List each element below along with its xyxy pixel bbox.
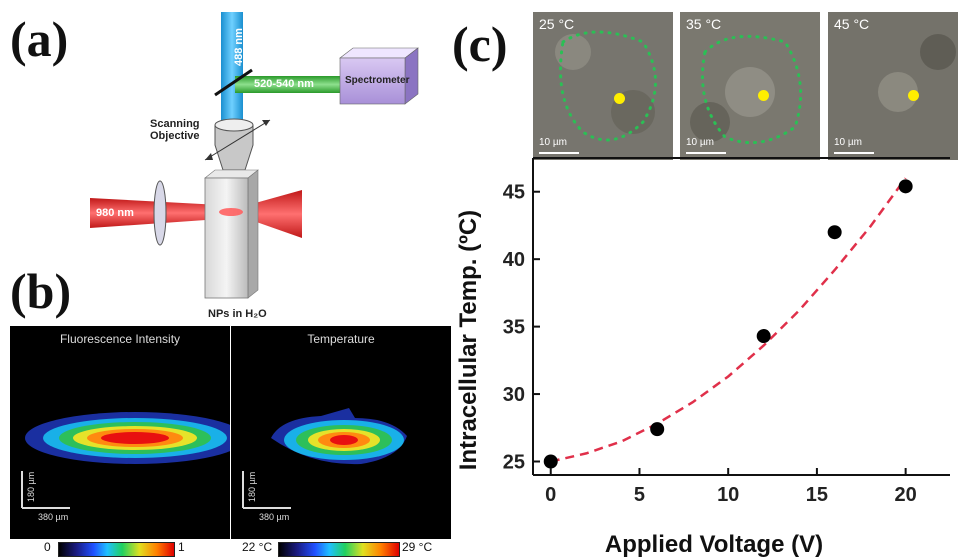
micrograph-25: 25 °C 10 µm xyxy=(533,12,673,160)
micrograph-scale-45: 10 µm xyxy=(834,137,862,148)
data-point xyxy=(898,179,913,194)
fit-curve xyxy=(550,177,907,463)
objective xyxy=(214,124,254,171)
scale-x-left: 380 µm xyxy=(38,512,69,522)
micrograph-label-45: 45 °C xyxy=(834,16,870,32)
y-tick-label: 45 xyxy=(503,182,525,204)
y-tick-label: 30 xyxy=(503,384,525,406)
scale-y-left: 180 µm xyxy=(26,471,36,502)
x-tick-label: 0 xyxy=(545,484,556,506)
colorbar-temperature xyxy=(278,542,400,557)
panel-label-a: (a) xyxy=(10,11,69,67)
x-axis-label: Applied Voltage (V) xyxy=(605,531,823,558)
panel-label-b: (b) xyxy=(10,263,72,319)
label-520-540: 520-540 nm xyxy=(254,78,314,90)
setup-schematic xyxy=(90,12,419,299)
y-tick-label: 40 xyxy=(503,249,525,271)
micrograph-label-25: 25 °C xyxy=(539,16,575,32)
y-tick-label: 25 xyxy=(503,452,525,474)
label-sample: NPs in H₂O xyxy=(208,308,267,320)
colorbar-intensity xyxy=(58,542,175,557)
beam-520 xyxy=(235,76,351,93)
scale-x-right: 380 µm xyxy=(259,512,290,522)
label-scanning: Scanning xyxy=(150,118,200,130)
temperature-voltage-chart: 0 5 10 15 20 25 30 35 40 45 Applied Voltage (V) I… xyxy=(455,157,950,558)
micrograph-35: 35 °C 10 µm xyxy=(680,12,820,160)
data-point xyxy=(543,454,558,469)
data-point xyxy=(650,422,665,437)
x-tick-label: 15 xyxy=(806,484,828,506)
data-point xyxy=(756,329,771,344)
panel-label-c: (c) xyxy=(452,16,508,72)
data-point xyxy=(827,225,842,240)
micrograph-45: 45 °C 10 µm xyxy=(828,12,958,160)
temperature-map: Temperature 180 µm 380 µm xyxy=(231,326,451,539)
fluorescence-map: Fluorescence Intensity 180 µm 380 µm xyxy=(10,326,230,539)
cbar-right-min: 22 °C xyxy=(242,540,273,554)
micrograph-label-35: 35 °C xyxy=(686,16,722,32)
lens xyxy=(153,180,167,246)
x-tick-label: 10 xyxy=(717,484,739,506)
micrograph-scale-25: 10 µm xyxy=(539,137,567,148)
cbar-left-min: 0 xyxy=(44,540,51,554)
cuvette xyxy=(204,177,249,299)
cbar-left-max: 1 xyxy=(178,540,185,554)
x-tick-label: 5 xyxy=(634,484,645,506)
scale-y-right: 180 µm xyxy=(247,471,257,502)
label-spectrometer: Spectrometer xyxy=(345,75,410,86)
y-tick-label: 35 xyxy=(503,317,525,339)
fluorescence-title: Fluorescence Intensity xyxy=(59,332,181,346)
y-axis-label: Intracellular Temp. (ºC) xyxy=(455,210,482,470)
x-tick-label: 20 xyxy=(895,484,917,506)
cbar-right-max: 29 °C xyxy=(402,540,433,554)
label-objective: Objective xyxy=(150,130,200,142)
temperature-title: Temperature xyxy=(307,332,375,346)
probe-dot-35 xyxy=(758,90,769,101)
probe-dot-45 xyxy=(908,90,919,101)
spectrometer-box xyxy=(339,57,406,105)
dichroic-mirror xyxy=(214,68,253,97)
beam-488 xyxy=(221,12,243,130)
label-980: 980 nm xyxy=(96,207,134,219)
micrograph-scale-35: 10 µm xyxy=(686,137,714,148)
probe-dot-25 xyxy=(614,93,625,104)
label-488: 488 nm xyxy=(233,28,245,66)
